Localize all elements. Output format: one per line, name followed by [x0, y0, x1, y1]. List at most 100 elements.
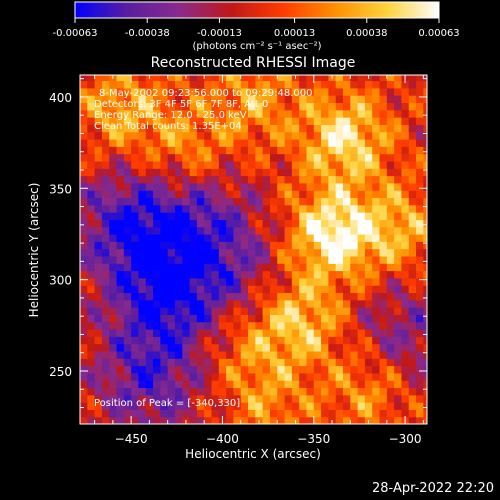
heatmap-cell [174, 255, 183, 264]
heatmap-cell [291, 138, 300, 147]
heatmap-cell [255, 263, 264, 272]
heatmap-cell [416, 402, 424, 410]
heatmap-cell [284, 387, 293, 396]
heatmap-cell [379, 190, 388, 199]
heatmap-cell [277, 233, 286, 242]
heatmap-cell [109, 285, 118, 294]
heatmap-cell [423, 263, 427, 272]
heatmap-cell [379, 138, 388, 147]
heatmap-cell [116, 328, 125, 337]
footer-timestamp: 28-Apr-2022 22:20 [372, 481, 494, 496]
heatmap-cell [94, 109, 103, 118]
heatmap-cell [364, 153, 373, 162]
heatmap-cell [379, 336, 388, 345]
heatmap-cell [401, 307, 410, 315]
heatmap-cell [328, 270, 337, 279]
heatmap-cell [357, 168, 366, 177]
heatmap-cell [313, 168, 322, 177]
heatmap-cell [174, 182, 183, 191]
heatmap-cell [233, 277, 242, 286]
heatmap-cell [145, 212, 154, 220]
heatmap-cell [394, 277, 403, 286]
heatmap-cell [313, 233, 322, 242]
heatmap-cell [153, 102, 161, 111]
heatmap-cell [291, 226, 300, 235]
heatmap-cell [233, 255, 242, 264]
heatmap-cell [145, 255, 154, 264]
heatmap-cell [342, 263, 351, 272]
heatmap-cell [269, 255, 278, 264]
heatmap-cell [248, 168, 256, 177]
heatmap-cell [291, 321, 300, 330]
heatmap-cell [248, 109, 256, 118]
heatmap-cell [145, 95, 154, 104]
heatmap-cell [233, 131, 242, 140]
heatmap-cell [255, 138, 264, 147]
heatmap-cell [401, 117, 410, 125]
heatmap-cell [218, 292, 227, 301]
heatmap-cell [306, 146, 315, 155]
heatmap-cell [386, 219, 395, 228]
heatmap-cell [226, 131, 235, 140]
heatmap-cell [364, 233, 373, 242]
heatmap-cell [335, 307, 344, 315]
heatmap-cell [153, 109, 161, 118]
heatmap-cell [174, 314, 183, 323]
heatmap-cell [321, 87, 329, 96]
heatmap-cell [306, 226, 315, 235]
heatmap-cell [101, 197, 110, 206]
heatmap-cell [364, 380, 373, 389]
heatmap-cell [350, 226, 359, 235]
heatmap-cell [284, 175, 293, 184]
heatmap-cell [80, 336, 88, 345]
heatmap-cell [174, 387, 183, 396]
heatmap-cell [372, 299, 381, 308]
heatmap-cell [416, 168, 424, 177]
heatmap-cell [401, 124, 410, 133]
heatmap-cell [167, 307, 176, 315]
heatmap-cell [277, 299, 286, 308]
heatmap-cell [182, 102, 191, 111]
heatmap-cell [416, 336, 424, 345]
heatmap-cell [174, 277, 183, 286]
heatmap-cell [189, 241, 198, 250]
heatmap-cell [394, 409, 403, 418]
heatmap-cell [328, 212, 337, 220]
heatmap-cell [401, 160, 410, 169]
heatmap-cell [328, 263, 337, 272]
heatmap-cell [167, 109, 176, 118]
info-line-4: Clean Total counts: 1.35E+04 [94, 121, 242, 132]
heatmap-cell [335, 233, 344, 242]
heatmap-cell [80, 146, 88, 155]
heatmap-cell [321, 95, 329, 104]
heatmap-cell [189, 102, 198, 111]
heatmap-cell [269, 416, 278, 424]
heatmap-cell [328, 292, 337, 301]
heatmap-cell [313, 328, 322, 337]
heatmap-cell [394, 380, 403, 389]
heatmap-cell [153, 160, 161, 169]
heatmap-cell [386, 372, 395, 381]
heatmap-cell [131, 372, 140, 381]
heatmap-cell [364, 292, 373, 301]
heatmap-cell [313, 80, 322, 89]
heatmap-cell [109, 321, 118, 330]
heatmap-cell [291, 372, 300, 381]
heatmap-cell [80, 350, 88, 359]
heatmap-cell [386, 175, 395, 184]
heatmap-cell [123, 321, 132, 330]
heatmap-cell [182, 80, 191, 89]
heatmap-cell [248, 175, 256, 184]
heatmap-cell [182, 124, 191, 133]
heatmap-cell [94, 75, 103, 82]
heatmap-cell [174, 350, 183, 359]
heatmap-cell [174, 292, 183, 301]
heatmap-cell [342, 365, 351, 374]
heatmap-cell [277, 160, 286, 169]
heatmap-cell [269, 343, 278, 352]
heatmap-cell [160, 175, 169, 184]
heatmap-cell [255, 109, 264, 118]
heatmap-cell [174, 138, 183, 147]
heatmap-cell [160, 263, 169, 272]
heatmap-cell [233, 409, 242, 418]
